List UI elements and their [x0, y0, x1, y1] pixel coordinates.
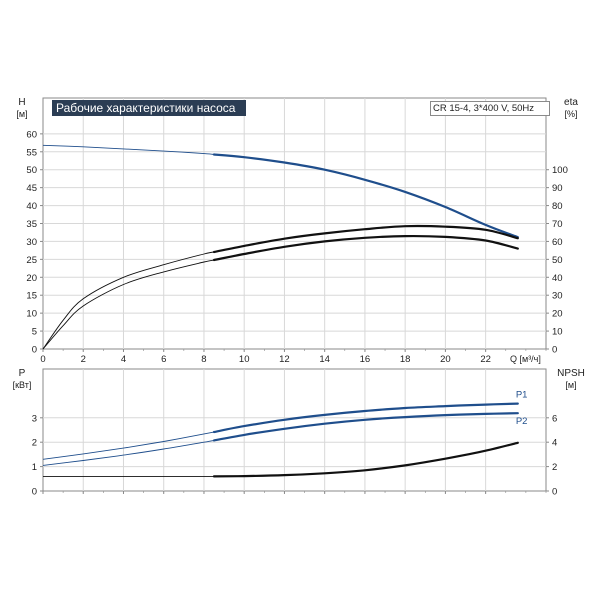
x-tick-label: 10 — [239, 354, 250, 365]
x-tick-label: 16 — [360, 354, 371, 365]
y-right-tick-label: 50 — [552, 255, 563, 266]
y-right-tick-label: 100 — [552, 165, 568, 176]
series-P1-line — [212, 402, 519, 434]
series-P2-line-thin — [42, 439, 215, 466]
plot-frame — [42, 368, 547, 492]
series-eta2-line-thin — [42, 259, 215, 350]
series-H-line-thin — [42, 144, 215, 155]
y-right-tick-label: 0 — [552, 345, 557, 356]
y-left-tick-label: 60 — [26, 129, 37, 140]
y-left-tick-label: 0 — [32, 345, 37, 356]
series-eta2-line — [212, 234, 519, 262]
x-tick-label: 4 — [121, 354, 126, 365]
x-tick-label: 8 — [201, 354, 206, 365]
y-left-axis-unit: [кВт] — [13, 380, 32, 390]
x-tick-label: 14 — [319, 354, 330, 365]
y-right-tick-label: 2 — [552, 462, 557, 473]
y-right-tick-label: 40 — [552, 273, 563, 284]
y-left-axis-label: H — [18, 97, 25, 108]
y-right-tick-label: 30 — [552, 291, 563, 302]
x-tick-label: 2 — [81, 354, 86, 365]
y-left-axis-unit: [м] — [16, 109, 27, 119]
x-tick-label: 12 — [279, 354, 290, 365]
y-left-tick-label: 3 — [32, 413, 37, 424]
x-axis-label: Q [м³/ч] — [510, 354, 541, 364]
series-H-line — [212, 153, 519, 239]
x-tick-label: 6 — [161, 354, 166, 365]
pump-model-label: CR 15-4, 3*400 V, 50Hz — [430, 101, 550, 116]
y-right-tick-label: 4 — [552, 438, 557, 449]
chart-title: Рабочие характеристики насоса — [52, 100, 246, 116]
y-right-tick-label: 60 — [552, 237, 563, 248]
y-right-axis-unit: [%] — [564, 109, 577, 119]
y-left-tick-label: 50 — [26, 165, 37, 176]
y-left-tick-label: 10 — [26, 309, 37, 320]
y-left-tick-label: 15 — [26, 291, 37, 302]
y-right-tick-label: 20 — [552, 309, 563, 320]
y-left-tick-label: 40 — [26, 201, 37, 212]
x-tick-label: 0 — [40, 354, 45, 365]
y-left-tick-label: 1 — [32, 462, 37, 473]
y-left-tick-label: 55 — [26, 147, 37, 158]
y-left-tick-label: 25 — [26, 255, 37, 266]
series-eta1-line — [212, 224, 519, 254]
y-right-tick-label: 0 — [552, 487, 557, 498]
x-tick-label: 18 — [400, 354, 411, 365]
series-P1-line-thin — [42, 431, 215, 460]
x-tick-label: 20 — [440, 354, 451, 365]
x-tick-label: 22 — [480, 354, 491, 365]
y-left-tick-label: 2 — [32, 438, 37, 449]
series-label-P1: P1 — [516, 390, 528, 401]
y-left-tick-label: 30 — [26, 237, 37, 248]
y-right-tick-label: 10 — [552, 327, 563, 338]
y-right-tick-label: 80 — [552, 201, 563, 212]
y-right-tick-label: 6 — [552, 413, 557, 424]
y-left-tick-label: 45 — [26, 183, 37, 194]
y-right-axis-unit: [м] — [565, 380, 576, 390]
y-left-tick-label: 5 — [32, 327, 37, 338]
y-left-axis-label: P — [19, 368, 26, 379]
series-NPSH-line — [212, 441, 519, 478]
y-right-tick-label: 70 — [552, 219, 563, 230]
y-right-axis-label: NPSH — [557, 368, 585, 379]
y-left-tick-label: 0 — [32, 487, 37, 498]
y-right-tick-label: 90 — [552, 183, 563, 194]
y-right-axis-label: eta — [564, 97, 578, 108]
y-left-tick-label: 20 — [26, 273, 37, 284]
series-label-P2: P2 — [516, 416, 528, 427]
series-eta1-line-thin — [42, 251, 215, 350]
series-P2-line — [212, 412, 519, 442]
y-left-tick-label: 35 — [26, 219, 37, 230]
head-efficiency-plot: 0510152025303540455055600102030405060708… — [16, 97, 578, 365]
power-npsh-plot: 0 1 2 3 0 2 4 6 P[кВт] NPSH[м] P1 P2 — [13, 368, 585, 498]
